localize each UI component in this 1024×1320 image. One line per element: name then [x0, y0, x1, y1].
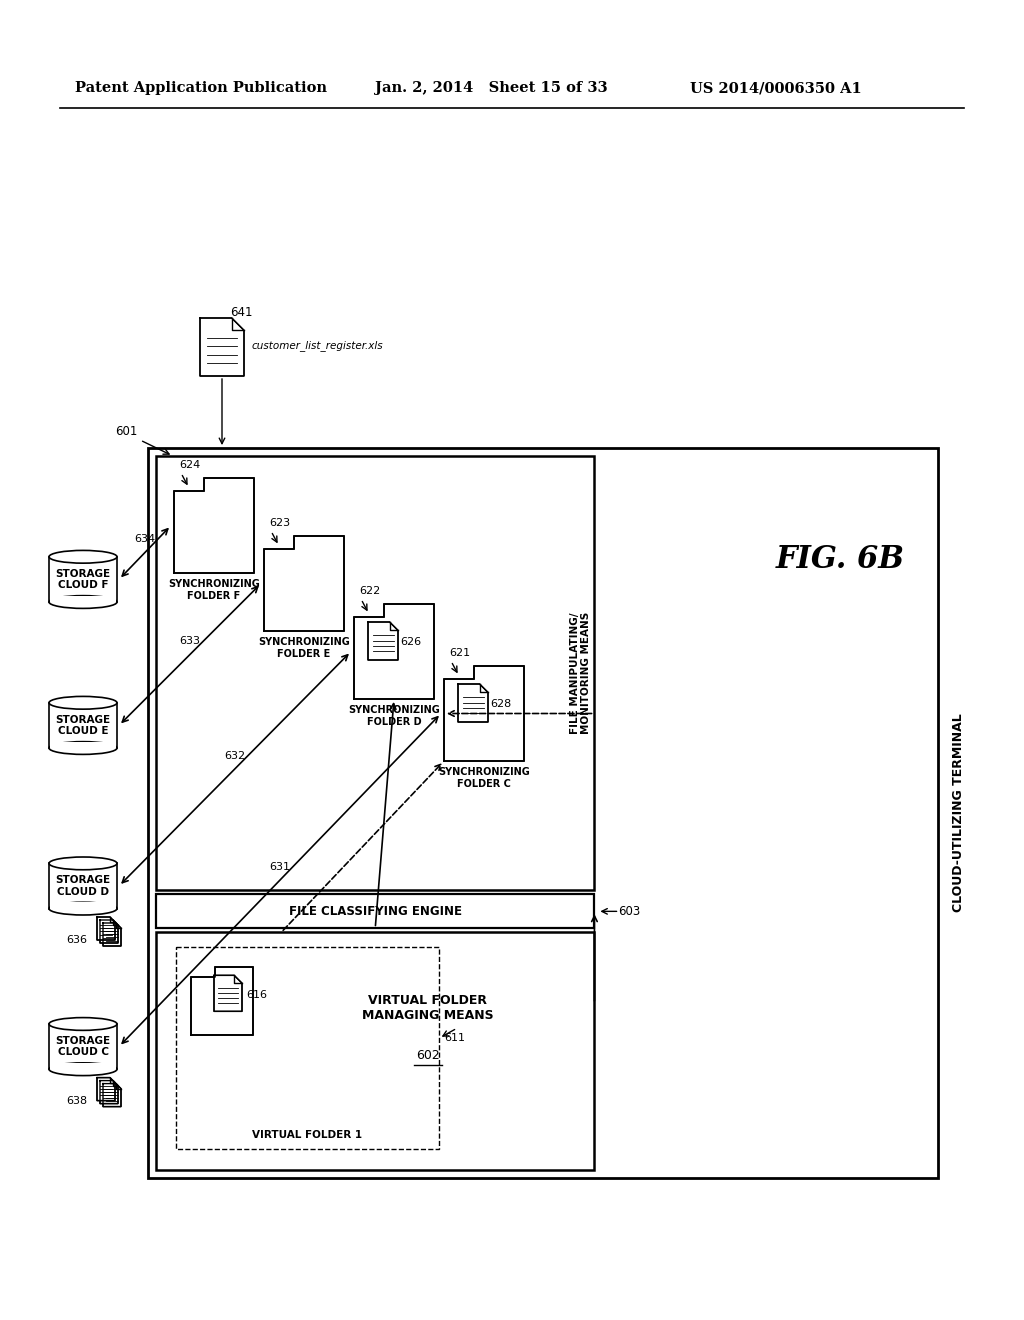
Text: Patent Application Publication: Patent Application Publication	[75, 81, 327, 95]
Polygon shape	[368, 622, 398, 660]
Text: FIG. 6B: FIG. 6B	[775, 544, 904, 576]
Bar	[156, 895, 595, 928]
Text: Jan. 2, 2014   Sheet 15 of 33: Jan. 2, 2014 Sheet 15 of 33	[375, 81, 607, 95]
Text: VIRTUAL FOLDER 1: VIRTUAL FOLDER 1	[253, 1130, 362, 1140]
Polygon shape	[214, 975, 242, 1011]
Polygon shape	[264, 536, 344, 631]
Text: 632: 632	[224, 751, 246, 760]
Text: US 2014/0006350 A1: US 2014/0006350 A1	[690, 81, 862, 95]
Bar	[50, 742, 116, 748]
Ellipse shape	[49, 1018, 117, 1031]
Ellipse shape	[49, 550, 117, 564]
Ellipse shape	[49, 697, 117, 709]
Polygon shape	[174, 478, 254, 573]
Bar	[50, 1063, 116, 1069]
Text: FILE MANIPULATING/
MONITORING MEANS: FILE MANIPULATING/ MONITORING MEANS	[569, 612, 591, 734]
Polygon shape	[200, 318, 244, 376]
Ellipse shape	[49, 595, 117, 609]
Text: CLOUD-UTILIZING TERMINAL: CLOUD-UTILIZING TERMINAL	[951, 714, 965, 912]
Bar	[49, 1024, 117, 1069]
Ellipse shape	[49, 903, 117, 915]
Bar	[176, 948, 439, 1150]
Text: 622: 622	[359, 586, 380, 597]
Bar	[50, 903, 116, 908]
Bar	[49, 557, 117, 602]
Text: 601: 601	[116, 425, 138, 438]
Text: STORAGE
CLOUD D: STORAGE CLOUD D	[55, 875, 111, 896]
Polygon shape	[97, 1077, 115, 1101]
Text: VIRTUAL FOLDER
MANAGING MEANS: VIRTUAL FOLDER MANAGING MEANS	[362, 994, 494, 1023]
Text: STORAGE
CLOUD C: STORAGE CLOUD C	[55, 1036, 111, 1057]
Text: 621: 621	[449, 648, 470, 657]
Text: 602: 602	[416, 1049, 439, 1063]
Polygon shape	[444, 667, 524, 762]
Polygon shape	[354, 605, 434, 700]
Text: STORAGE
CLOUD E: STORAGE CLOUD E	[55, 714, 111, 737]
Text: 636: 636	[67, 935, 87, 945]
Text: STORAGE
CLOUD F: STORAGE CLOUD F	[55, 569, 111, 590]
Text: SYNCHRONIZING
FOLDER C: SYNCHRONIZING FOLDER C	[438, 767, 529, 788]
Text: 603: 603	[618, 904, 641, 917]
Ellipse shape	[49, 857, 117, 870]
Text: 611: 611	[444, 1034, 465, 1043]
Polygon shape	[191, 968, 253, 1035]
Text: 616: 616	[246, 990, 267, 1001]
Polygon shape	[100, 920, 118, 942]
Ellipse shape	[49, 742, 117, 755]
Text: 641: 641	[230, 306, 253, 319]
Text: customer_list_register.xls: customer_list_register.xls	[252, 341, 384, 351]
Text: 623: 623	[269, 517, 290, 528]
Bar	[50, 595, 116, 602]
Text: 634: 634	[134, 535, 156, 544]
Ellipse shape	[49, 1063, 117, 1076]
Text: SYNCHRONIZING
FOLDER F: SYNCHRONIZING FOLDER F	[168, 579, 260, 601]
Text: 626: 626	[400, 638, 421, 647]
Text: 631: 631	[269, 862, 291, 873]
Text: 633: 633	[179, 636, 201, 647]
Text: FILE CLASSIFYING ENGINE: FILE CLASSIFYING ENGINE	[289, 904, 462, 917]
Polygon shape	[103, 1084, 121, 1106]
Text: 628: 628	[490, 700, 511, 709]
Bar	[49, 863, 117, 908]
Bar	[148, 447, 938, 1177]
Text: 624: 624	[179, 459, 201, 470]
Text: 638: 638	[67, 1096, 88, 1106]
Polygon shape	[103, 923, 121, 946]
Polygon shape	[100, 1081, 118, 1104]
Polygon shape	[97, 917, 115, 940]
Bar	[156, 455, 595, 891]
Bar	[156, 932, 595, 1170]
Text: SYNCHRONIZING
FOLDER E: SYNCHRONIZING FOLDER E	[258, 638, 350, 659]
Polygon shape	[458, 684, 488, 722]
Text: SYNCHRONIZING
FOLDER D: SYNCHRONIZING FOLDER D	[348, 705, 440, 726]
Bar	[49, 702, 117, 748]
